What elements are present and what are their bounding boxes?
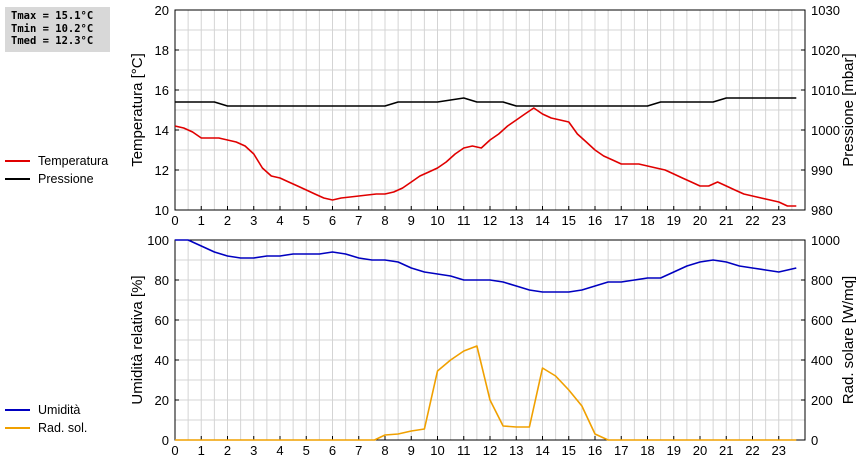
- x-tick-label: 23: [772, 213, 786, 228]
- y-tick-label: 40: [155, 353, 169, 368]
- x-tick-label: 11: [457, 213, 471, 228]
- y-tick-label: 14: [155, 123, 169, 138]
- x-tick-label: 20: [693, 213, 707, 228]
- y2-tick-label: 800: [811, 273, 833, 288]
- legend-swatch-temperatura: [5, 160, 30, 162]
- legend-swatch-pressione: [5, 178, 30, 180]
- legend-label-pressione: Pressione: [38, 172, 94, 186]
- x-tick-label: 3: [250, 213, 257, 228]
- legend-item-pressione: Pressione: [5, 170, 108, 188]
- x-tick-label: 6: [329, 443, 336, 458]
- y-tick-label: 80: [155, 273, 169, 288]
- legend-bottom: Umidità Rad. sol.: [5, 401, 87, 437]
- y2-tick-label: 980: [811, 203, 833, 218]
- legend-item-umidita: Umidità: [5, 401, 87, 419]
- x-tick-label: 0: [171, 213, 178, 228]
- y-axis-label: Temperatura [°C]: [129, 53, 146, 167]
- x-tick-label: 9: [408, 443, 415, 458]
- legend-item-temperatura: Temperatura: [5, 152, 108, 170]
- y2-tick-label: 1030: [811, 3, 840, 18]
- y-tick-label: 12: [155, 163, 169, 178]
- x-tick-label: 16: [588, 213, 602, 228]
- x-tick-label: 9: [408, 213, 415, 228]
- y2-tick-label: 1020: [811, 43, 840, 58]
- x-tick-label: 17: [614, 443, 628, 458]
- legend-label-radsol: Rad. sol.: [38, 421, 88, 435]
- x-tick-label: 14: [535, 443, 549, 458]
- stats-tmin: Tmin = 10.2°C: [11, 22, 94, 35]
- x-tick-label: 1: [198, 213, 205, 228]
- x-tick-label: 3: [250, 443, 257, 458]
- x-tick-label: 20: [693, 443, 707, 458]
- series-line-rad-sol: [175, 345, 797, 441]
- x-tick-label: 10: [430, 213, 444, 228]
- stats-box: Tmax = 15.1°C Tmin = 10.2°C Tmed = 12.3°…: [5, 7, 110, 52]
- x-tick-label: 10: [430, 443, 444, 458]
- x-tick-label: 22: [745, 213, 759, 228]
- y-tick-label: 60: [155, 313, 169, 328]
- y2-tick-label: 990: [811, 163, 833, 178]
- series-line-umidit: [175, 239, 797, 293]
- legend-item-radsol: Rad. sol.: [5, 419, 87, 437]
- x-tick-label: 12: [483, 213, 497, 228]
- legend-label-temperatura: Temperatura: [38, 154, 109, 168]
- x-tick-label: 5: [303, 213, 310, 228]
- x-tick-label: 22: [745, 443, 759, 458]
- series-line-temperatura: [174, 107, 797, 207]
- y-axis-label: Umidità relativa [%]: [129, 275, 146, 404]
- x-tick-label: 18: [640, 213, 654, 228]
- x-tick-label: 8: [381, 213, 388, 228]
- x-tick-label: 6: [329, 213, 336, 228]
- legend-label-umidita: Umidità: [38, 403, 81, 417]
- y-tick-label: 20: [155, 393, 169, 408]
- legend-top: Temperatura Pressione: [5, 152, 108, 188]
- y2-tick-label: 0: [811, 433, 818, 448]
- y2-tick-label: 600: [811, 313, 833, 328]
- y-tick-label: 10: [155, 203, 169, 218]
- x-tick-label: 7: [355, 443, 362, 458]
- x-tick-label: 19: [667, 213, 681, 228]
- x-tick-label: 7: [355, 213, 362, 228]
- y2-tick-label: 1000: [811, 123, 840, 138]
- x-tick-label: 11: [457, 443, 471, 458]
- y2-tick-label: 400: [811, 353, 833, 368]
- y2-tick-label: 1010: [811, 83, 840, 98]
- x-tick-label: 16: [588, 443, 602, 458]
- x-tick-label: 2: [224, 213, 231, 228]
- x-tick-label: 5: [303, 443, 310, 458]
- y2-axis-label: Rad. solare [W/mq]: [840, 276, 857, 404]
- x-tick-label: 0: [171, 443, 178, 458]
- x-tick-label: 17: [614, 213, 628, 228]
- legend-swatch-umidita: [5, 409, 30, 411]
- y-tick-label: 20: [155, 3, 169, 18]
- y2-tick-label: 200: [811, 393, 833, 408]
- x-tick-label: 15: [562, 213, 576, 228]
- x-tick-label: 12: [483, 443, 497, 458]
- x-tick-label: 19: [667, 443, 681, 458]
- x-tick-label: 8: [381, 443, 388, 458]
- legend-swatch-radsol: [5, 427, 30, 429]
- stats-tmed: Tmed = 12.3°C: [11, 35, 94, 47]
- stats-tmax: Tmax = 15.1°C: [11, 10, 94, 22]
- x-tick-label: 13: [509, 443, 523, 458]
- y-tick-label: 18: [155, 43, 169, 58]
- x-tick-label: 13: [509, 213, 523, 228]
- x-tick-label: 14: [535, 213, 549, 228]
- x-tick-label: 15: [562, 443, 576, 458]
- y-tick-label: 16: [155, 83, 169, 98]
- x-tick-label: 2: [224, 443, 231, 458]
- y2-tick-label: 1000: [811, 233, 840, 248]
- x-tick-label: 18: [640, 443, 654, 458]
- x-tick-label: 4: [276, 213, 283, 228]
- x-tick-label: 21: [719, 443, 733, 458]
- x-tick-label: 1: [198, 443, 205, 458]
- series-line-pressione: [175, 97, 797, 107]
- x-tick-label: 4: [276, 443, 283, 458]
- y-tick-label: 0: [162, 433, 169, 448]
- y2-axis-label: Pressione [mbar]: [840, 53, 857, 166]
- x-tick-label: 21: [719, 213, 733, 228]
- x-tick-label: 23: [772, 443, 786, 458]
- y-tick-label: 100: [147, 233, 169, 248]
